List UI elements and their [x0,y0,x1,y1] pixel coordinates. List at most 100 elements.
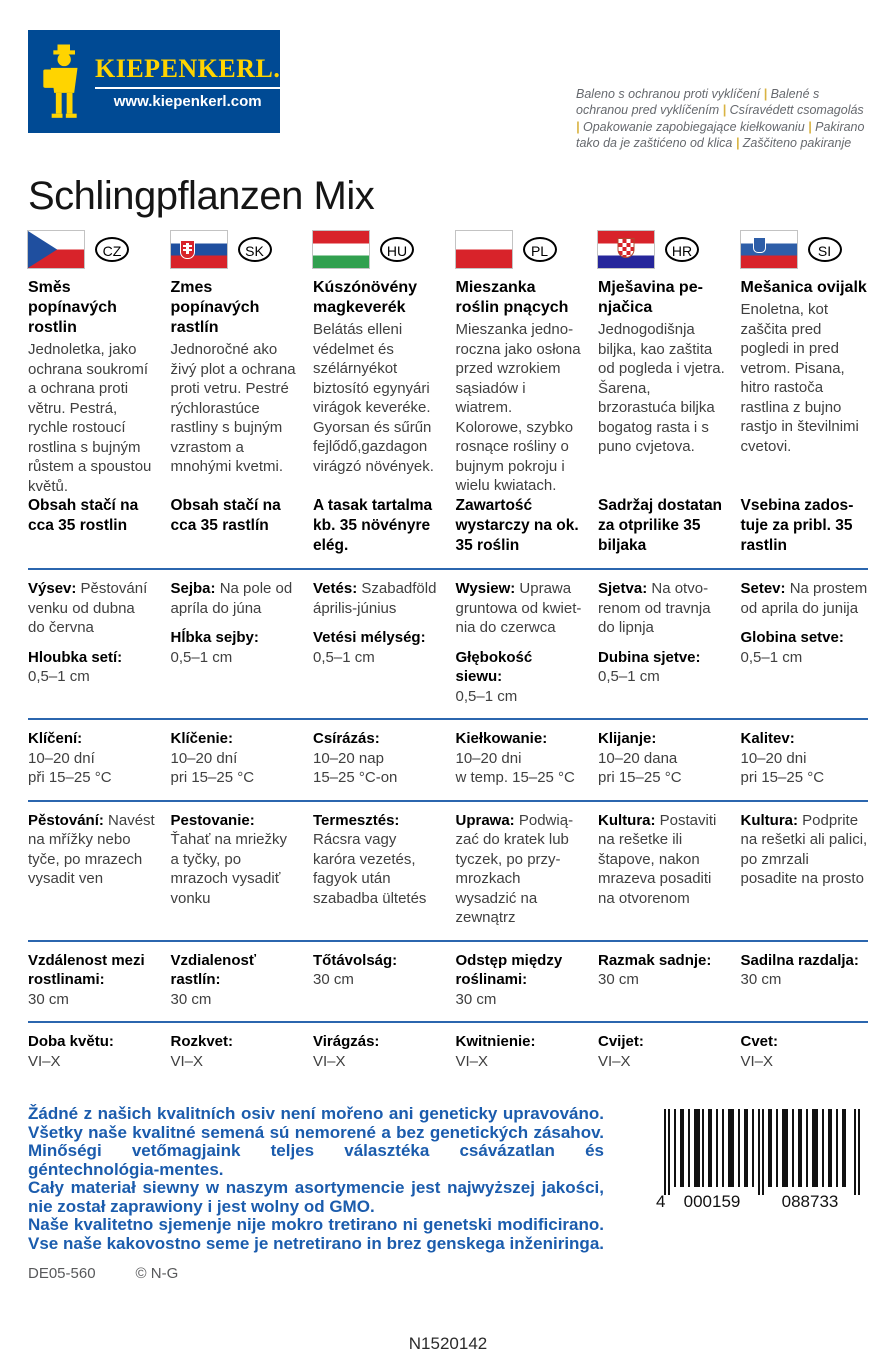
variety-description: Mieszanka jedno­roczna jako osłona przed… [455,321,581,494]
flowering-label: Rozkvet: [170,1033,234,1050]
culture-label: Kultura: [740,811,799,829]
country-code-pl: PL [522,237,557,262]
content-amount: Sadržaj dostatan za otprilike 35 biljaka [598,497,723,554]
culture-label: Kultura: [598,811,656,829]
flowering-cell: Kwitnienie: VI–X [456,1032,584,1071]
sowing-cell: Sejba: Na pole od apríla do júna Hĺbka se… [171,579,299,706]
sowing-label: Setev: [740,580,786,597]
flowering-cell: Cvet: VI–X [741,1032,869,1071]
logo-divider [95,86,281,89]
germination-cell: Kiełkowanie: 10–20 dni w temp. 15–25 °C [456,729,584,788]
culture-label: Pěstování: [28,811,104,829]
germination-label: Csírázás: [313,730,380,747]
germination-label: Kiełkowanie: [455,730,548,747]
sowing-label: Wysiew: [455,580,516,597]
spacing-label: Vzdálenost mezi rostlinami: [28,951,145,989]
spacing-value: 30 cm [170,990,212,1008]
sowing-cell: Setev: Na prostem od aprila do junija Glo… [741,579,869,706]
spacing-cell: Odstęp między roślinami: 30 cm [456,951,584,1010]
culture-cell: Pestovanie: Ťahať na mriežky a tyčky, po… [171,811,299,928]
spacing-label: Razmak sadnje: [598,951,712,969]
desc-cell: Směs popínavých rostlin Jednoletka, jako … [28,268,156,496]
flowering-row: Doba květu: VI–X Rozkvet: VI–X Virágzás: VI… [28,1023,868,1071]
culture-text: Posta­viti na rešetke ili štapove, nakon… [598,811,717,907]
product-code: N1520142 [408,1334,488,1353]
desc-cell: Kúszónövény magkeverék Belátás elleni véd… [313,268,441,496]
spacing-row: Vzdálenost mezi rostlinami: 30 cm Vzdiale… [28,942,869,1023]
germination-days: 10–20 dana [598,749,678,767]
germination-label: Klíčenie: [170,730,234,747]
content-amount: Obsah stačí na cca 35 rastlín [170,497,281,534]
content-amount: Obsah stačí na cca 35 rostlin [28,497,139,534]
depth-label: Hĺbka sejby: [170,629,259,646]
flowering-cell: Virágzás: VI–X [313,1032,441,1071]
germination-label: Klijanje: [598,730,657,747]
page-title: Schlingpflanzen Mix [28,174,375,218]
depth-value: 0,5–1 cm [455,687,518,705]
culture-cell: Kultura: Podprite na rešetki ali palici,… [741,811,869,928]
variety-title: Zmes popínavých rastlín [170,279,260,336]
copyright: © N-G [135,1265,179,1282]
sowing-label: Vetés: [313,580,358,597]
variety-description: Belátás elleni védel­met és szélárnyékot… [313,321,434,475]
depth-value: 0,5–1 cm [313,648,375,666]
variety-title: Mieszanka roślin pnących [455,279,569,316]
protection-note: Baleno s ochranou proti vyklíčení | Bale… [576,87,865,150]
barcode-first-digit: 4 [656,1192,665,1209]
germination-days: 10–20 dni [740,749,807,767]
sowing-label: Výsev: [28,580,77,597]
kiepenkerl-farmer-icon [43,44,78,118]
sowing-text: Na pole od apríla do júna [170,580,293,617]
flowering-value: VI–X [455,1052,489,1070]
sowing-cell: Vetés: Szabadföld április-június Vetési m… [313,579,441,706]
content-amount: Vsebina zados­tuje za pribl. 35 rastlin [740,497,854,554]
spacing-cell: Sadilna razdalja: 30 cm [741,951,869,1010]
variety-title: Mešanica ovijalk [740,279,867,296]
depth-label: Globina setve: [740,629,844,646]
variety-title: Směs popínavých rostlin [28,279,117,336]
print-code: DE05-560 [28,1265,96,1282]
barcode-left-digits: 000159 [684,1192,741,1209]
germination-days: 10–20 dní [28,749,95,767]
desc-cell: Zmes popínavých rastlín Jednoročné ako ži… [171,268,299,496]
variety-title: Kúszónövény magkeverék [313,279,418,316]
gmo-statement-hu: Minőségi vetőmagjaink teljes választéka … [28,1141,604,1179]
germination-temp: pri 15–25 °C [598,769,682,786]
content-amount: Zawartość wystarczy na ok. 35 roślin [455,497,579,554]
ean-barcode-icon: 4 000159 088733 [656,1109,860,1211]
brand-url: www.kiepenkerl.com [113,92,262,110]
depth-value: 0,5–1 cm [170,648,233,666]
gmo-statement-si: Vse naše kakovostno seme je netretirano … [28,1233,604,1253]
czech-flag-icon [27,230,85,269]
gmo-statement-pl: Cały materiał siewny w naszym asortymenc… [28,1178,604,1216]
hungarian-flag-icon [312,230,370,269]
desc-cell: Mešanica ovijalk Enoletna, kot zaščita pr… [741,268,869,496]
spacing-value: 30 cm [313,971,354,988]
flowering-value: VI–X [28,1052,61,1070]
sowing-label: Sejba: [170,580,216,597]
spacing-cell: Vzdálenost mezi rostlinami: 30 cm [28,951,156,1010]
country-code-si: SI [807,237,842,262]
germination-temp: pri 15–25 °C [740,769,825,786]
flowering-value: VI–X [740,1052,774,1070]
spacing-cell: Vzdialenosť rastlín: 30 cm [171,951,299,1010]
sowing-text: Na otvo­renom od travnja do lipnja [598,580,711,636]
sowing-label: Sjetva: [598,580,648,597]
germination-temp: 15–25 °C-on [313,769,398,786]
culture-cell: Pěstování: Navést na mřížky nebo tyče, p… [28,811,156,928]
germination-cell: Klíčenie: 10–20 dní pri 15–25 °C [171,729,299,788]
germination-days: 10–20 dní [170,749,238,767]
logo-text-block: KIEPENKERL. www.kiepenkerl.com [90,54,281,110]
culture-row: Pěstování: Navést na mřížky nebo tyče, p… [28,802,868,942]
sowing-text: Szabadföld április-június [313,580,437,617]
content-amount: A tasak tartalma kb. 35 növényre elég. [313,497,433,554]
germination-label: Klíčení: [28,730,83,747]
desc-cell: Mieszanka roślin pnących Mieszanka jedno­… [456,268,584,496]
depth-value: 0,5–1 cm [28,668,90,685]
depth-value: 0,5–1 cm [598,668,660,685]
germination-label: Kalitev: [740,730,795,747]
flag-cell: HU [312,230,441,269]
sowing-cell: Sjetva: Na otvo­renom od travnja do lipn… [598,579,726,706]
culture-cell: Termesztés: Rácsra vagy karóra vezetés, … [313,811,441,928]
